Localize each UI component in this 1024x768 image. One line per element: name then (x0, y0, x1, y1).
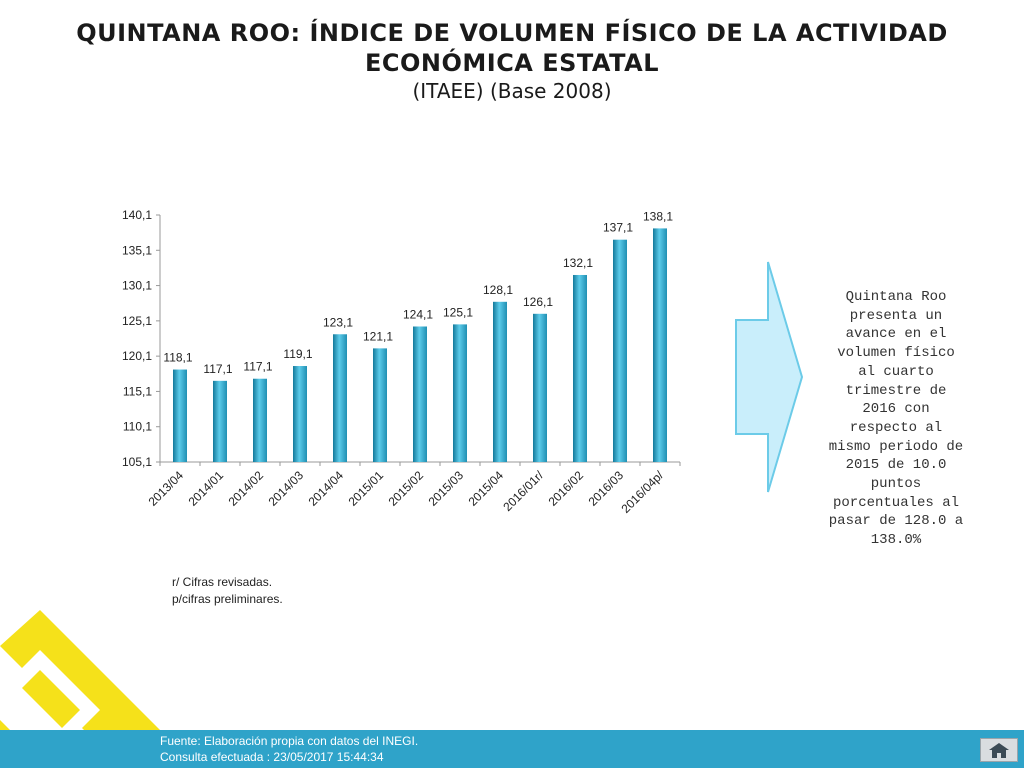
side-text-line: pasar de 128.0 a (828, 513, 964, 530)
side-text-line: volumen físico (837, 345, 955, 362)
y-tick-label: 125,1 (122, 314, 152, 328)
data-label: 137,1 (603, 221, 633, 235)
bar (173, 369, 187, 462)
side-text-line: trimestre de (845, 382, 947, 399)
bar (453, 324, 467, 462)
x-tick-label: 2014/04 (306, 468, 347, 509)
side-description: Quintana Roo presenta un avance en el volum… (812, 288, 980, 550)
arrow-right-icon (735, 261, 804, 493)
x-tick-label: 2015/03 (426, 468, 467, 509)
y-tick-label: 130,1 (122, 279, 152, 293)
data-label: 124,1 (403, 308, 433, 322)
note-revised: r/ Cifras revisadas. (172, 575, 273, 589)
side-text-line: avance en el (845, 326, 947, 343)
data-label: 121,1 (363, 329, 393, 343)
footer-source: Fuente: Elaboración propia con datos del… (160, 733, 418, 765)
y-tick-label: 120,1 (122, 349, 152, 363)
chart-notes: r/ Cifras revisadas. p/cifras preliminar… (172, 574, 283, 608)
x-tick-label: 2016/02 (546, 468, 587, 509)
footer-consulted-line: Consulta efectuada : 23/05/2017 15:44:34 (160, 750, 384, 764)
footer-source-line: Fuente: Elaboración propia con datos del… (160, 734, 419, 748)
x-tick-label: 2013/04 (146, 468, 187, 509)
bar (253, 378, 267, 462)
bar (293, 366, 307, 462)
page-title-line2: ECONÓMICA ESTATAL (364, 49, 660, 77)
data-label: 117,1 (203, 362, 232, 376)
bar (573, 274, 587, 462)
side-text-line: 2016 con (862, 401, 930, 418)
bar (213, 380, 227, 462)
x-tick-label: 2016/03 (586, 468, 627, 509)
x-tick-label: 2014/01 (186, 468, 227, 509)
side-text-line: puntos (870, 476, 922, 493)
x-tick-label: 2014/02 (226, 468, 267, 509)
y-tick-label: 105,1 (122, 455, 152, 469)
data-label: 128,1 (483, 283, 513, 297)
side-text-line: presenta un (849, 307, 943, 324)
side-text-line: Quintana Roo (845, 289, 947, 305)
data-label: 117,1 (243, 360, 272, 374)
data-label: 123,1 (323, 315, 353, 329)
bar-chart: 105,1 110,1 115,1 120,1 125,1 130,1 135,1 140,1… (122, 208, 681, 516)
bar (373, 348, 387, 462)
home-icon (989, 743, 1009, 758)
y-tick-label: 140,1 (122, 208, 152, 222)
side-text-line: porcentuales al (832, 494, 960, 511)
page-subtitle: (ITAEE) (Base 2008) (412, 79, 612, 103)
x-tick-label: 2014/03 (266, 468, 307, 509)
bar (333, 334, 347, 462)
bar (493, 301, 507, 462)
x-tick-label: 2016/04p/ (618, 468, 666, 516)
y-tick-label: 115,1 (123, 384, 152, 398)
title-block: QUINTANA ROO: ÍNDICE DE VOLUMEN FÍSICO D… (0, 18, 1024, 104)
home-button[interactable] (980, 738, 1018, 762)
data-label: 119,1 (283, 347, 312, 361)
data-label: 125,1 (443, 305, 473, 319)
bar (533, 313, 547, 462)
side-text-line: 138.0% (870, 532, 922, 549)
x-tick-label: 2016/01r/ (500, 468, 546, 514)
note-preliminary: p/cifras preliminares. (172, 592, 283, 606)
footer-bar: Fuente: Elaboración propia con datos del… (0, 730, 1024, 768)
data-label: 126,1 (523, 295, 553, 309)
data-label: 132,1 (563, 256, 593, 270)
side-text-line: al cuarto (858, 363, 934, 380)
data-label: 118,1 (163, 351, 192, 365)
x-tick-label: 2015/04 (466, 468, 507, 509)
side-text-line: mismo periodo de (828, 438, 964, 455)
page-title: QUINTANA ROO: ÍNDICE DE VOLUMEN FÍSICO D… (76, 19, 948, 47)
y-tick-label: 110,1 (123, 420, 152, 434)
bar (613, 239, 627, 462)
side-text-line: respecto al (849, 419, 943, 436)
logo-icon (0, 610, 160, 768)
y-tick-label: 135,1 (122, 243, 152, 257)
bar (413, 326, 427, 462)
data-label: 138,1 (643, 209, 673, 223)
x-tick-label: 2015/01 (346, 468, 387, 509)
x-tick-label: 2015/02 (386, 468, 427, 509)
bar (653, 228, 667, 462)
side-text-line: 2015 de 10.0 (845, 457, 947, 474)
